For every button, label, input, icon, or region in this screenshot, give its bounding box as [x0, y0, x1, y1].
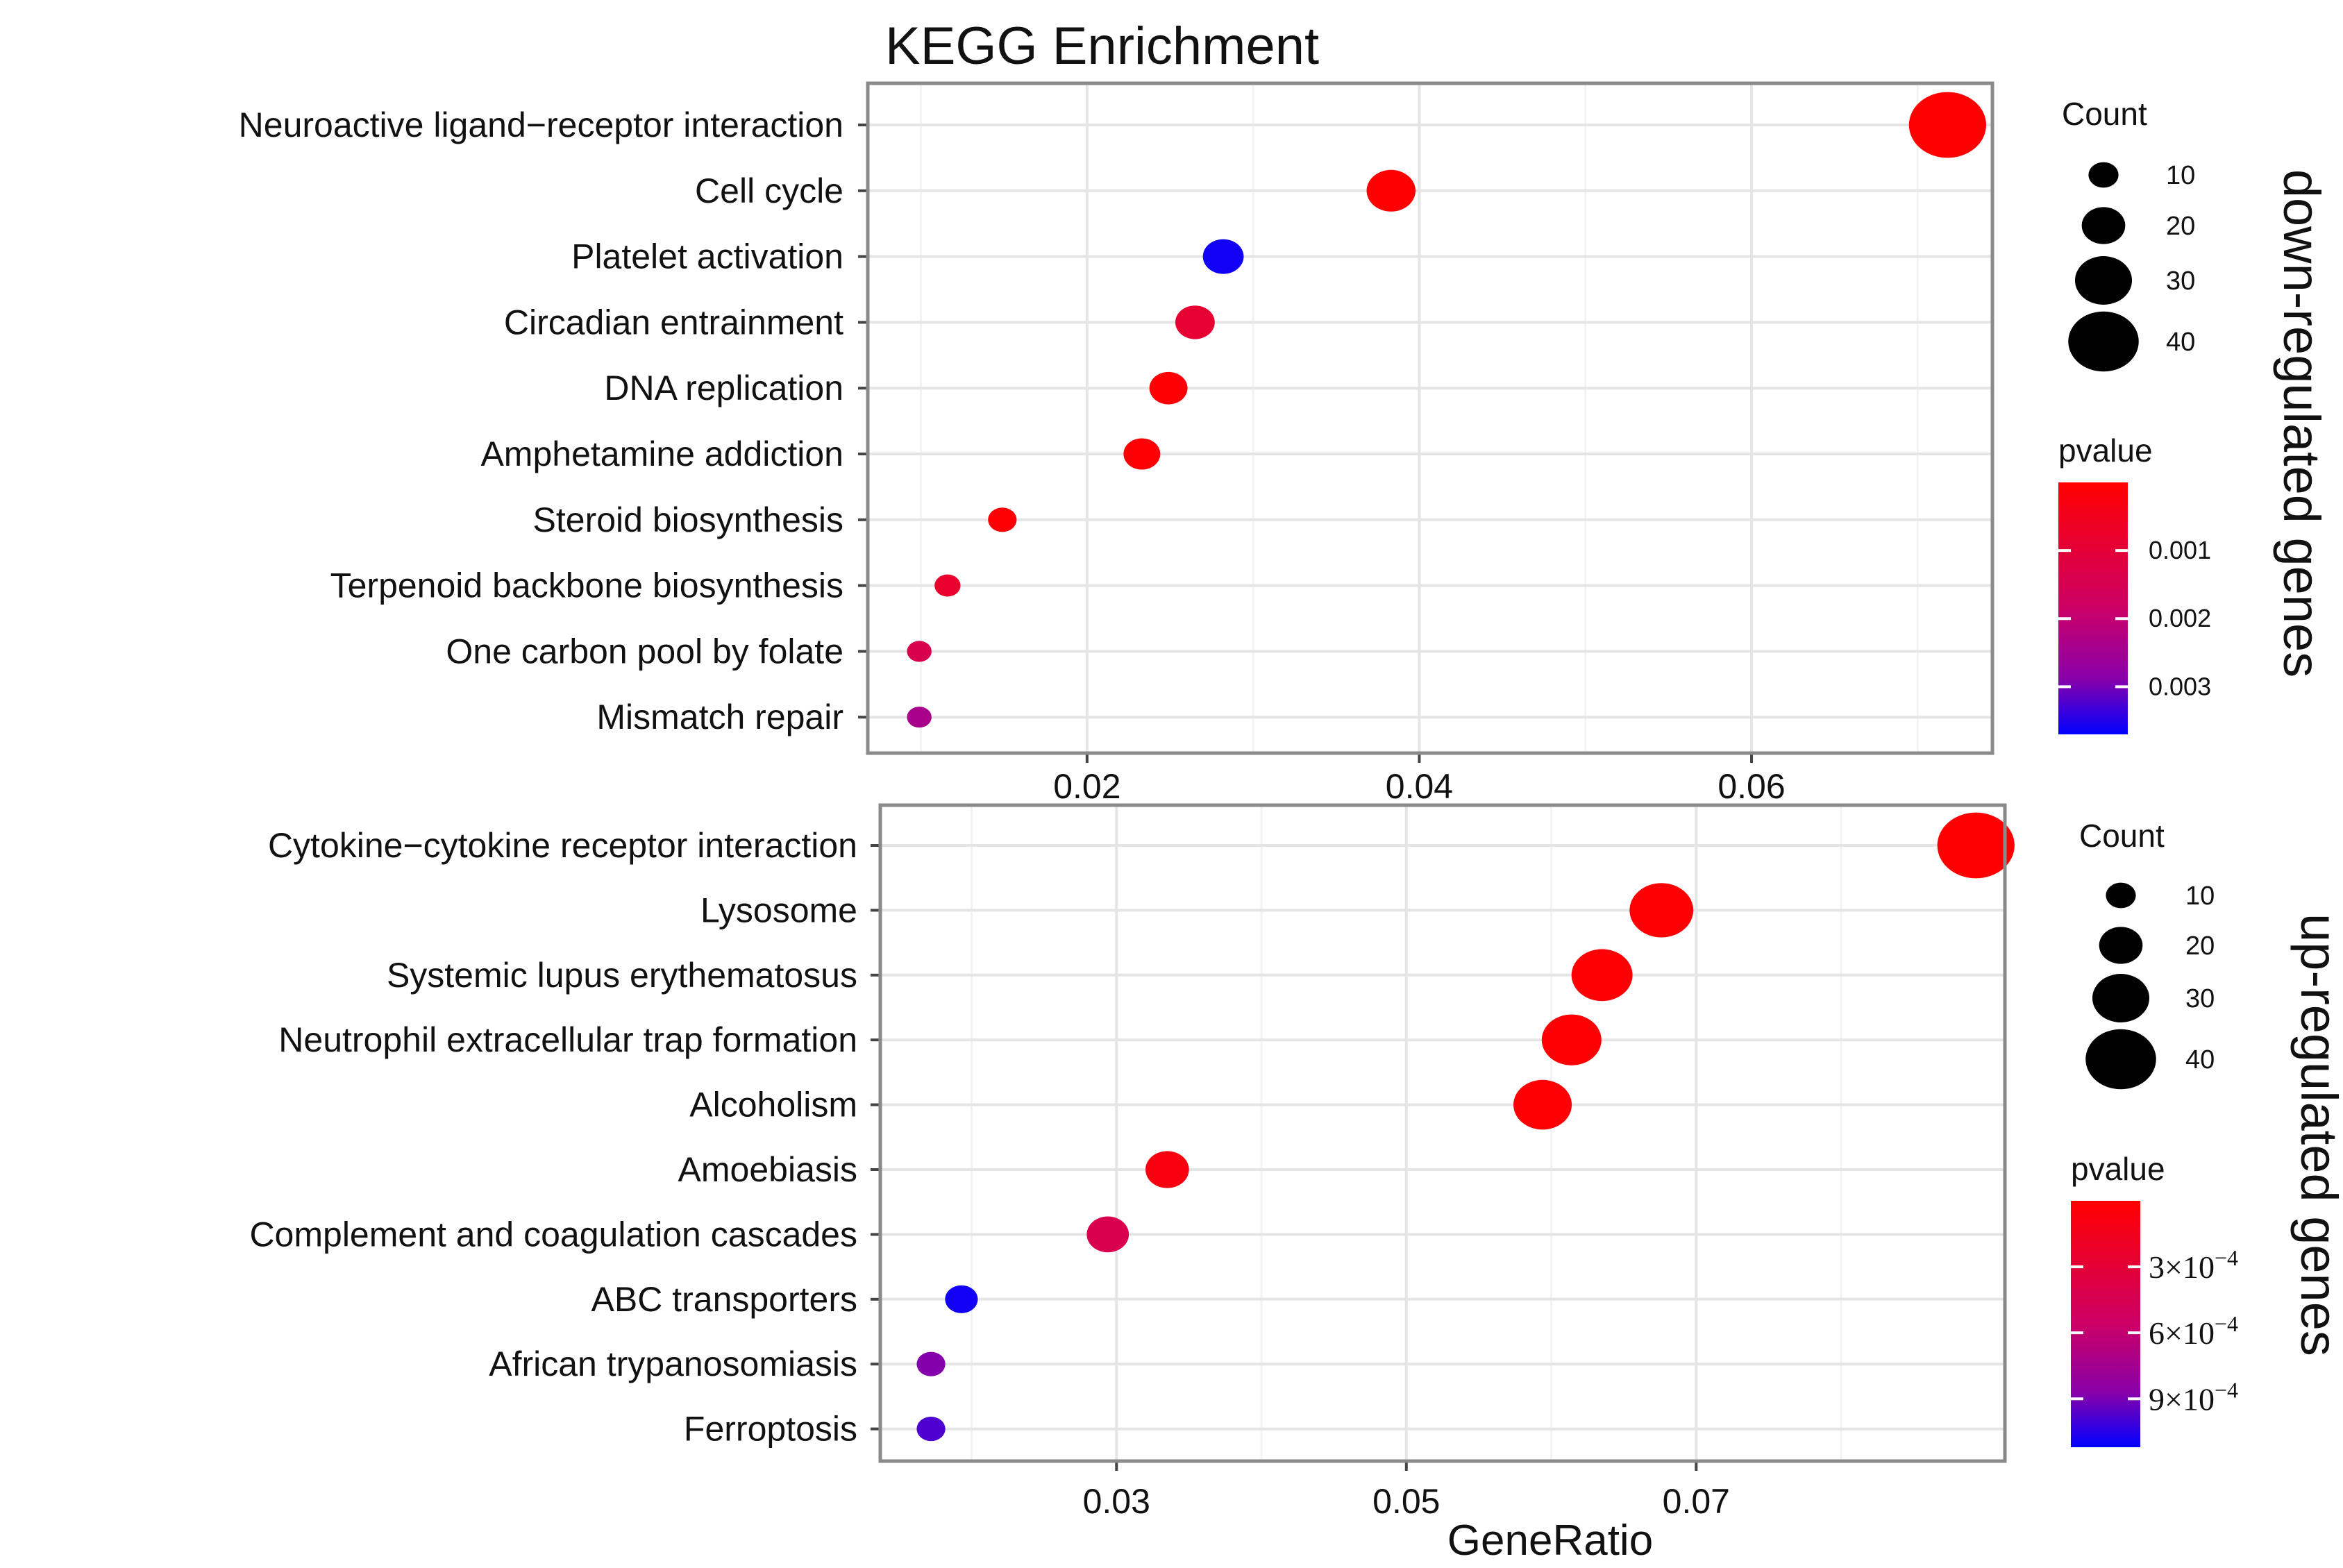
term-label: Terpenoid backbone biosynthesis: [330, 566, 843, 605]
term-label: Steroid biosynthesis: [533, 500, 843, 539]
data-point: [916, 1351, 946, 1376]
data-point: [934, 574, 961, 597]
data-point: [1366, 169, 1416, 212]
x-tick-label: 0.04: [1386, 767, 1453, 806]
term-label: Mismatch repair: [596, 698, 843, 736]
panel-border: [866, 81, 1995, 755]
size-legend-dot: [2074, 256, 2133, 305]
size-legend-label: 40: [2185, 1045, 2215, 1074]
data-point: [1571, 949, 1633, 1002]
x-tick-label: 0.03: [1083, 1482, 1150, 1521]
term-label: Systemic lupus erythematosus: [387, 956, 857, 995]
color-legend-label: 0.003: [2149, 672, 2211, 700]
color-legend-bar: [2071, 1201, 2140, 1447]
data-point: [907, 641, 932, 662]
term-label: Lysosome: [700, 891, 857, 929]
term-label: Cell cycle: [695, 171, 843, 210]
down-regulated-panel: 0.02 0.04 0.06 Neuroactive ligand−receptor …: [239, 81, 2331, 806]
data-point: [945, 1285, 978, 1313]
term-label: ABC transporters: [591, 1280, 857, 1319]
size-legend-label: 30: [2185, 984, 2215, 1013]
color-legend-label: 0.002: [2149, 604, 2211, 632]
color-legend-bar: [2058, 482, 2128, 734]
x-tick-label: 0.06: [1718, 767, 1785, 806]
data-point: [1149, 371, 1188, 405]
x-tick-label: 0.05: [1372, 1482, 1440, 1521]
panel-border: [878, 803, 2007, 1463]
term-label: Cytokine−cytokine receptor interaction: [268, 826, 857, 865]
side-label: down-regulated genes: [2273, 169, 2331, 677]
size-legend-dot: [2068, 311, 2139, 372]
color-legend-title: pvalue: [2071, 1151, 2165, 1187]
data-point: [907, 707, 932, 728]
data-point: [988, 507, 1017, 532]
term-label: Platelet activation: [571, 237, 843, 276]
size-legend-label: 20: [2185, 931, 2215, 961]
term-label: Ferroptosis: [684, 1410, 857, 1449]
color-legend-label: 3×10−4: [2149, 1245, 2238, 1285]
term-label: African trypanosomiasis: [489, 1344, 857, 1383]
term-label: Complement and coagulation cascades: [249, 1215, 857, 1254]
term-label: Amphetamine addiction: [480, 435, 843, 473]
term-label: Amoebiasis: [678, 1150, 857, 1189]
up-regulated-panel: 0.03 0.05 0.07 Cytokine−cytokine receptor i…: [249, 803, 2343, 1521]
term-label: Circadian entrainment: [504, 303, 843, 342]
data-point: [1086, 1216, 1129, 1253]
side-label: up-regulated genes: [2290, 913, 2343, 1356]
x-axis-label: GeneRatio: [1447, 1517, 1653, 1565]
size-legend-label: 10: [2166, 161, 2195, 190]
size-legend-title: Count: [2062, 96, 2147, 132]
color-legend-label: 0.001: [2149, 536, 2211, 564]
color-legend-label: 6×10−4: [2149, 1311, 2238, 1351]
term-label: Neutrophil extracellular trap formation: [278, 1020, 857, 1059]
data-point: [1145, 1151, 1189, 1188]
data-point: [1513, 1079, 1572, 1130]
x-tick-label: 0.07: [1663, 1482, 1730, 1521]
size-legend-label: 40: [2166, 328, 2195, 357]
data-point: [1908, 92, 1987, 158]
size-legend-label: 20: [2166, 212, 2195, 241]
data-point: [1202, 239, 1244, 274]
data-point: [916, 1417, 946, 1442]
size-legend-dot: [2099, 927, 2143, 964]
color-legend-title: pvalue: [2058, 432, 2153, 469]
size-legend-title: Count: [2079, 818, 2165, 854]
term-label: Neuroactive ligand−receptor interaction: [239, 106, 843, 144]
size-legend-dot: [2085, 1029, 2156, 1090]
x-tick-label: 0.02: [1053, 767, 1120, 806]
chart-title: KEGG Enrichment: [885, 17, 1319, 76]
size-legend-dot: [2106, 882, 2136, 909]
size-legend-label: 30: [2166, 267, 2195, 296]
size-legend-dot: [2088, 162, 2119, 188]
color-legend-label: 9×10−4: [2149, 1377, 2238, 1417]
term-label: DNA replication: [604, 369, 843, 407]
data-point: [1175, 305, 1215, 339]
size-legend-dot: [2081, 207, 2126, 244]
data-point: [1123, 438, 1161, 470]
size-legend-dot: [2092, 974, 2150, 1022]
data-point: [1541, 1014, 1602, 1065]
data-point: [1937, 812, 2015, 879]
size-legend-label: 10: [2185, 882, 2215, 911]
term-label: One carbon pool by folate: [446, 632, 843, 671]
term-label: Alcoholism: [689, 1086, 857, 1124]
data-point: [1629, 883, 1694, 938]
